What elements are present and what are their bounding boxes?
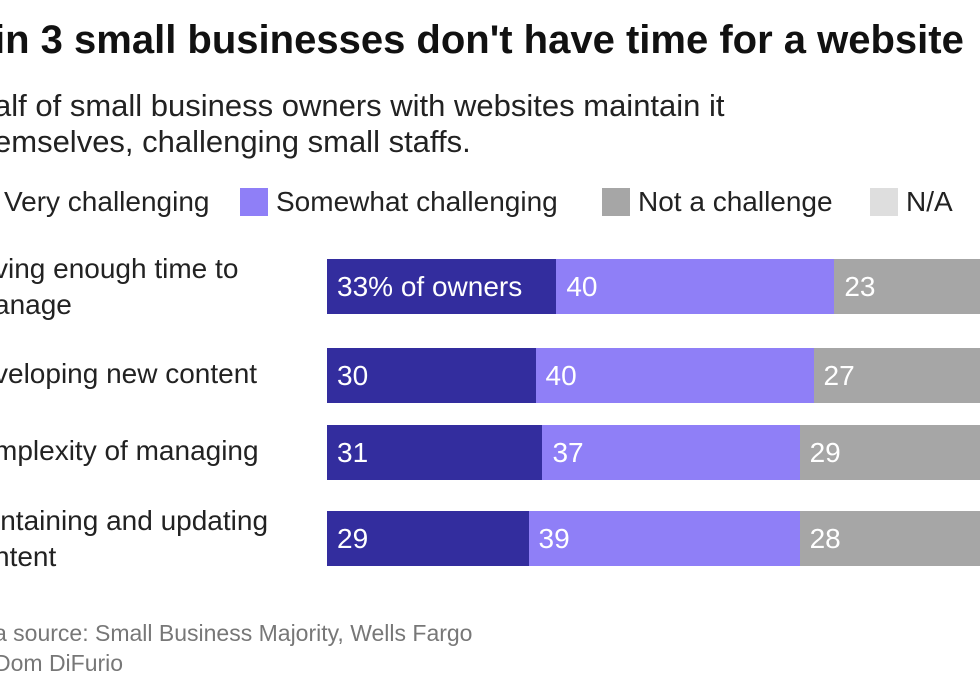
bar-segment	[799, 425, 980, 480]
legend-label: Very challenging	[4, 186, 210, 217]
bar-segment	[535, 348, 814, 403]
source-line-1: a source: Small Business Majority, Wells…	[0, 620, 473, 646]
legend-swatch	[602, 188, 630, 216]
data-label: 40	[545, 360, 577, 391]
author-line: Dom DiFurio	[0, 650, 124, 676]
legend-item-somewhat-challenging: Somewhat challenging	[240, 186, 558, 218]
data-label: 29	[337, 523, 369, 554]
chart-subtitle-line-2: emselves, challenging small staffs.	[0, 124, 471, 159]
category-label: intaining and updating	[0, 505, 269, 536]
bar-segment	[327, 425, 543, 480]
legend-item-na: N/A	[870, 186, 953, 218]
chart-title: in 3 small businesses don't have time fo…	[0, 18, 964, 62]
bar-segment	[327, 259, 557, 314]
data-label: 31	[337, 437, 369, 468]
data-label: 33% of owners	[337, 271, 523, 302]
data-label: 28	[809, 523, 841, 554]
data-label: 29	[809, 437, 841, 468]
data-label: 39	[538, 523, 570, 554]
legend-swatch	[870, 188, 898, 216]
category-label: anage	[0, 289, 72, 320]
legend-swatch	[240, 188, 268, 216]
chart-subtitle-line-1: alf of small business owners with websit…	[0, 88, 725, 123]
data-label: 27	[823, 360, 855, 391]
data-label: 40	[566, 271, 598, 302]
bar-segment	[327, 348, 536, 403]
legend-label: Not a challenge	[638, 186, 833, 217]
bar-segment	[528, 511, 800, 566]
category-label: mplexity of managing	[0, 435, 259, 466]
legend-item-very-challenging: Very challenging	[0, 186, 209, 218]
category-label: ntent	[0, 541, 57, 572]
bar-segment	[542, 425, 800, 480]
legend-label: N/A	[906, 186, 953, 217]
legend-item-not-a-challenge: Not a challenge	[602, 186, 833, 218]
data-label: 30	[337, 360, 369, 391]
category-label: ving enough time to	[0, 253, 239, 284]
data-label: 23	[844, 271, 876, 302]
legend-label: Somewhat challenging	[276, 186, 558, 217]
data-label: 37	[552, 437, 584, 468]
bar-segment	[556, 259, 835, 314]
bar-segment	[327, 511, 529, 566]
bar-segment	[813, 348, 980, 403]
bar-segment	[799, 511, 980, 566]
bar-segment	[834, 259, 980, 314]
category-label: veloping new content	[0, 358, 258, 389]
